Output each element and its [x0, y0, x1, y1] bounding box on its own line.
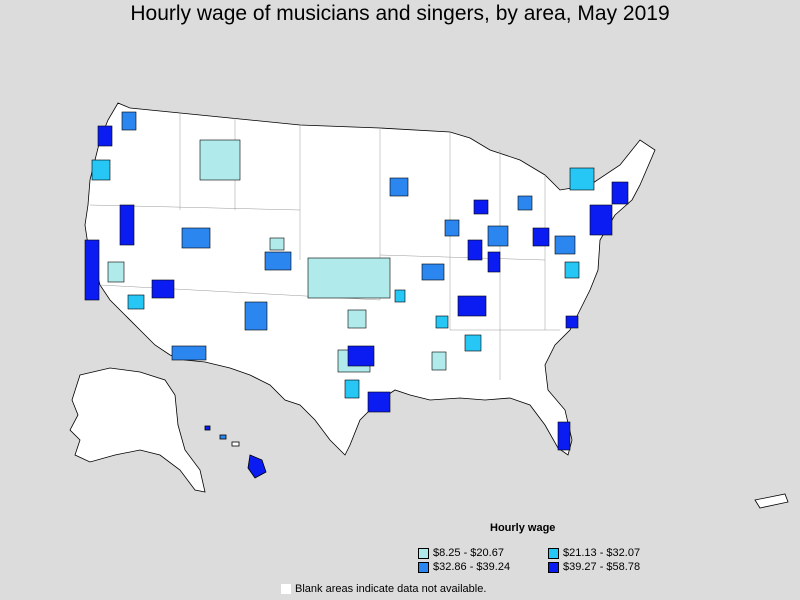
legend-item-4: $39.27 - $58.78: [548, 561, 640, 573]
legend-item-1: $8.25 - $20.67: [418, 547, 504, 559]
legend-swatch-1: [418, 547, 429, 559]
legend-label-2: $21.13 - $32.07: [563, 547, 641, 559]
legend-swatch-2: [548, 547, 559, 559]
blank-areas-note: Blank areas indicate data not available.: [281, 583, 486, 595]
legend-title: Hourly wage: [490, 522, 556, 534]
legend-item-3: $32.86 - $39.24: [418, 561, 510, 573]
wage-areas: [84, 111, 629, 451]
blank-note-text: Blank areas indicate data not available.: [295, 583, 487, 595]
blank-swatch: [281, 584, 291, 594]
legend-label-1: $8.25 - $20.67: [433, 547, 504, 559]
legend-label-4: $39.27 - $58.78: [563, 561, 641, 573]
legend-label-3: $32.86 - $39.24: [433, 561, 511, 573]
legend-item-2: $21.13 - $32.07: [548, 547, 640, 559]
alaska: [69, 367, 206, 493]
puerto-rico: [754, 493, 789, 509]
legend-swatch-4: [548, 561, 559, 573]
map-title: Hourly wage of musicians and singers, by…: [130, 2, 670, 25]
legend-swatch-3: [418, 561, 429, 573]
hawaii: [247, 454, 267, 479]
